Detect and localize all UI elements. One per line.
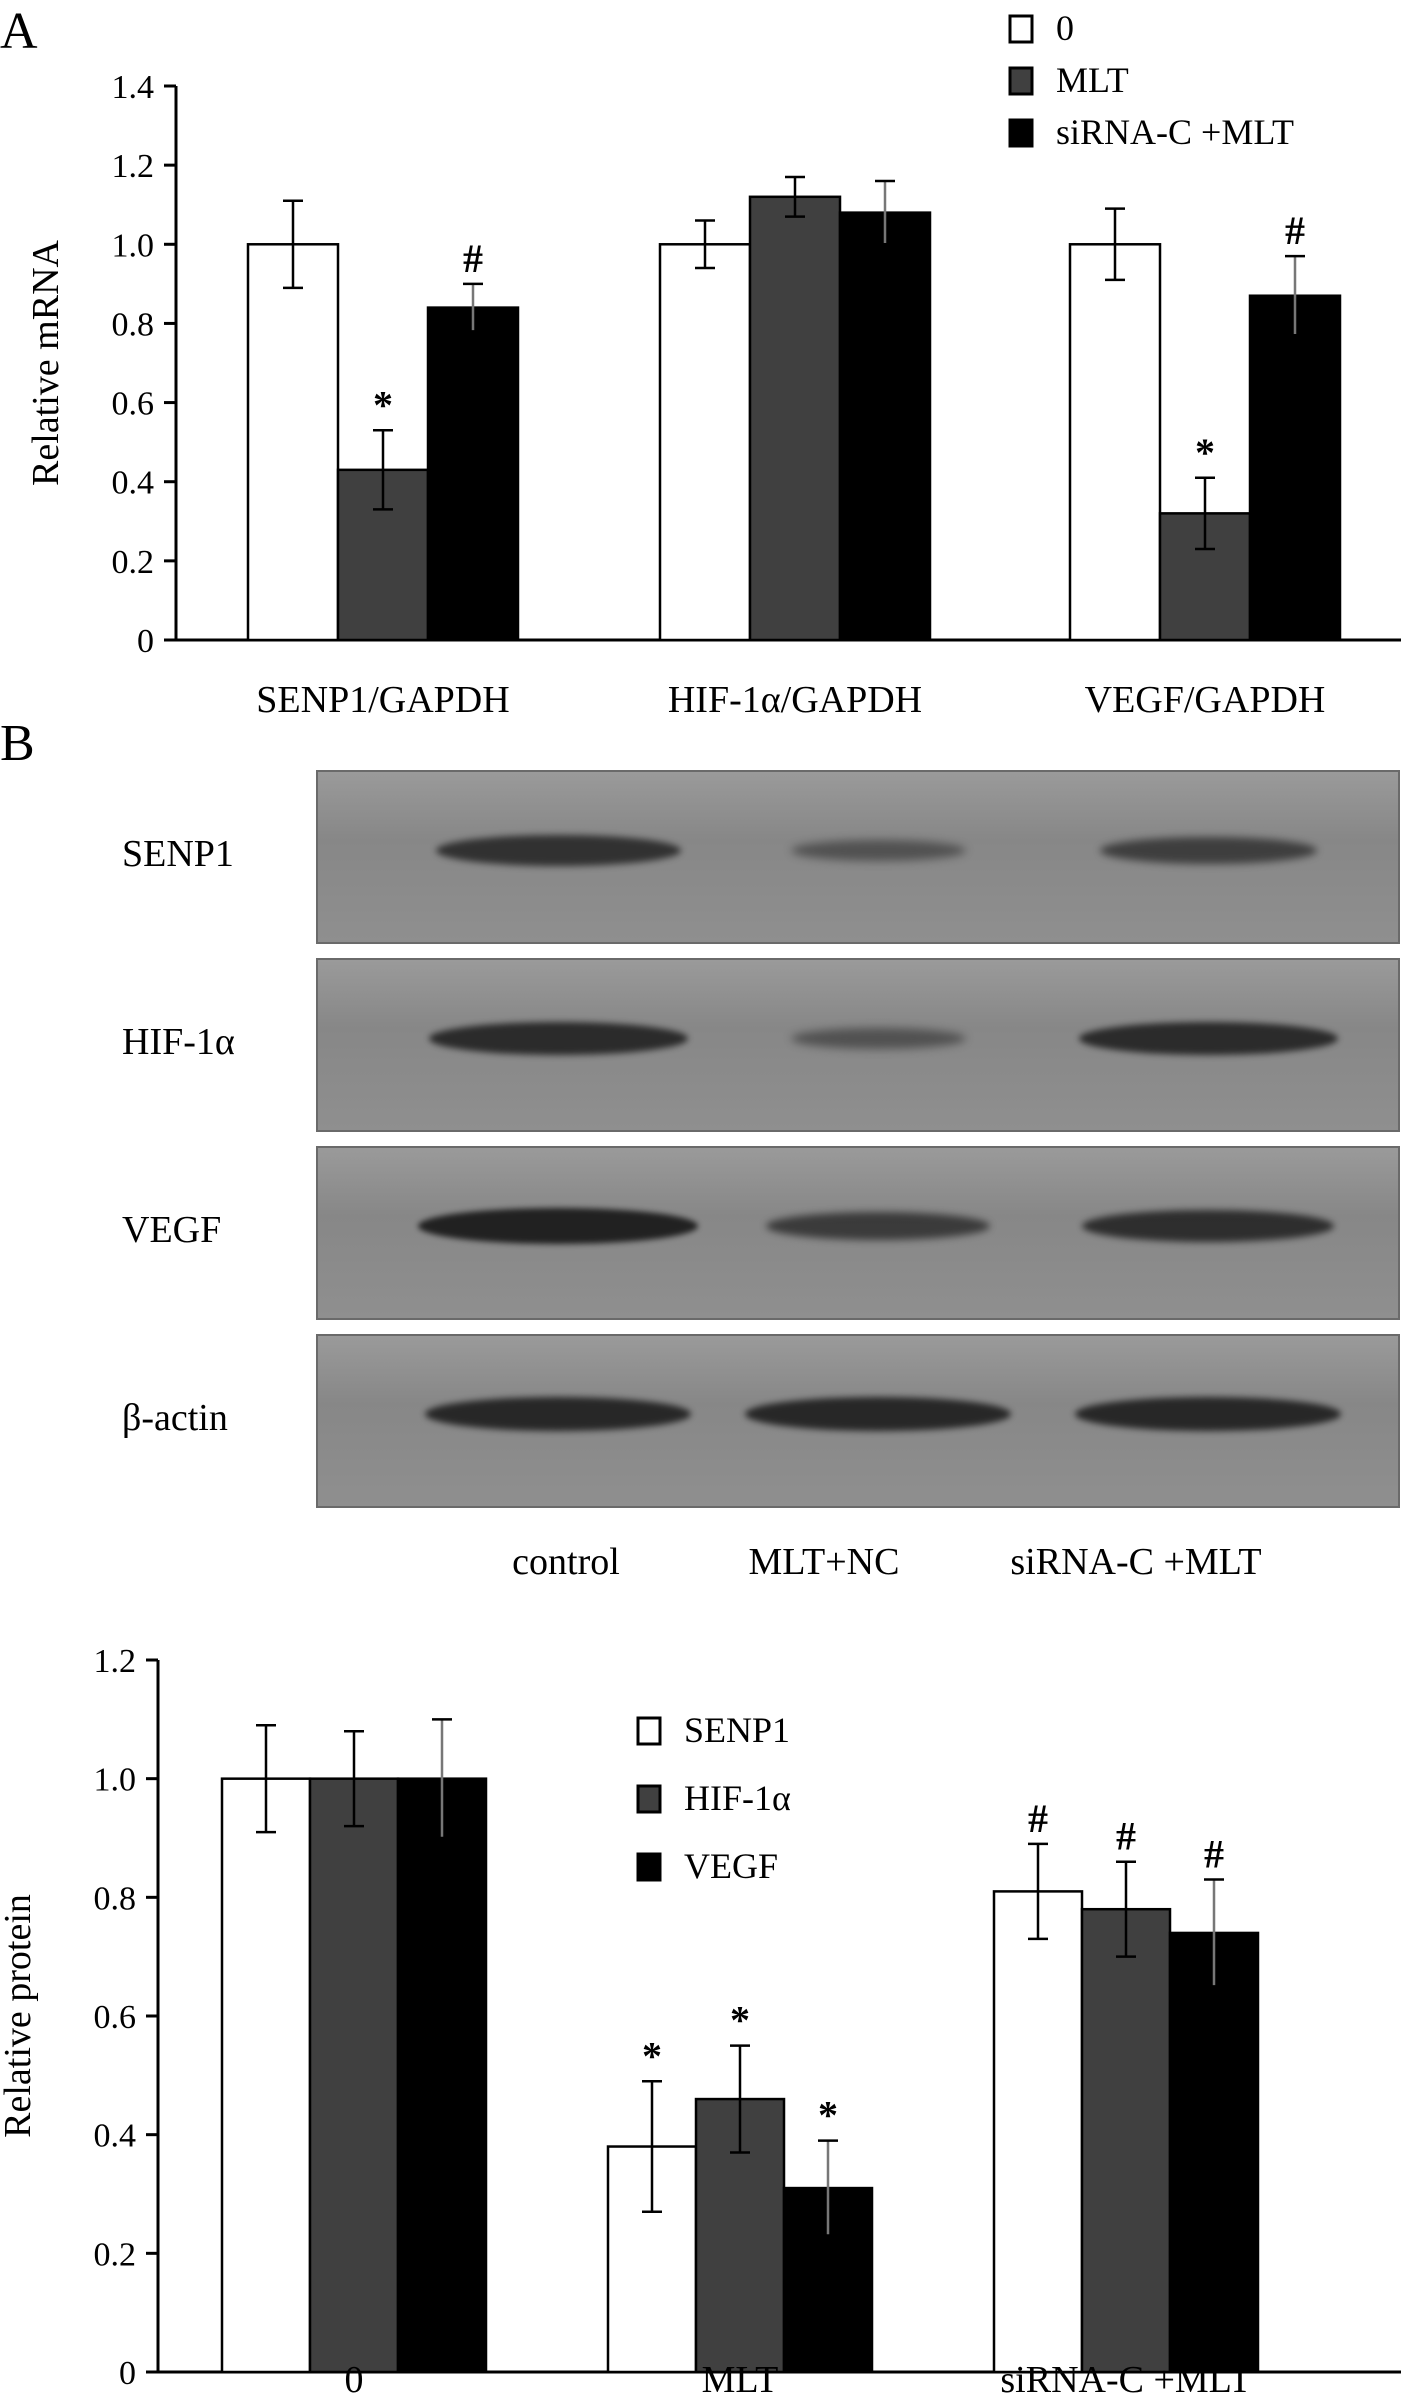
significance-mark: * xyxy=(730,1998,750,2043)
legend-label: MLT xyxy=(1056,60,1129,100)
x-category-label: MLT xyxy=(702,2359,779,2394)
legend-swatch xyxy=(1008,14,1034,44)
significance-mark: * xyxy=(1195,430,1215,475)
significance-mark: * xyxy=(373,382,393,427)
x-category-label: 0 xyxy=(345,2359,364,2394)
blot-row-label: VEGF xyxy=(122,1209,222,1251)
protein-band xyxy=(435,834,681,866)
legend-label: 0 xyxy=(1056,8,1074,48)
y-axis-label: Relative protein xyxy=(0,1894,39,2138)
legend-swatch xyxy=(636,1852,662,1882)
protein-band xyxy=(766,1212,990,1240)
y-tick-label: 0.4 xyxy=(94,2118,137,2155)
significance-mark: # xyxy=(1204,1832,1224,1877)
blot-strip xyxy=(316,1146,1400,1320)
significance-mark: # xyxy=(1285,208,1305,253)
blot-strip xyxy=(316,770,1400,944)
y-tick-label: 0 xyxy=(137,623,154,660)
bar xyxy=(426,306,520,642)
x-category-label: VEGF/GAPDH xyxy=(1085,679,1326,721)
bar xyxy=(1068,243,1162,642)
protein-band xyxy=(418,1208,698,1244)
blot-strip xyxy=(316,958,1400,1132)
legend-swatch xyxy=(1008,118,1034,148)
significance-mark: * xyxy=(818,2093,838,2138)
bar xyxy=(220,1777,312,2374)
bar xyxy=(992,1890,1084,2374)
legend-swatch xyxy=(1008,66,1034,96)
significance-mark: # xyxy=(1116,1814,1136,1859)
protein-chart: 0 0.2 0.4 0.6 0.8 1.0 1.2 Relative protein 0 * * * M… xyxy=(0,1643,1401,2394)
panel-a-letter: A xyxy=(0,3,38,60)
protein-band xyxy=(745,1397,1011,1431)
mrna-chart: 0 0.2 0.4 0.6 0.8 1.0 1.2 1.4 Relative mRNA * # SEN… xyxy=(25,8,1401,721)
bar xyxy=(748,195,842,642)
y-tick-label: 1.0 xyxy=(112,227,155,264)
legend-label: siRNA-C +MLT xyxy=(1056,112,1294,152)
bar xyxy=(1168,1931,1260,2374)
y-tick-label: 0.6 xyxy=(94,1999,137,2036)
protein-band xyxy=(1075,1397,1341,1431)
protein-band xyxy=(428,1021,688,1055)
bar xyxy=(246,243,340,642)
y-axis-label: Relative mRNA xyxy=(25,239,67,485)
x-category-label: siRNA-C +MLT xyxy=(1000,2359,1251,2394)
significance-mark: # xyxy=(463,236,483,281)
bar xyxy=(838,211,932,642)
legend-swatch xyxy=(636,1716,662,1746)
bar xyxy=(658,243,752,642)
legend-label: VEGF xyxy=(684,1846,778,1886)
legend-label: HIF-1α xyxy=(684,1778,791,1818)
y-tick-label: 1.4 xyxy=(112,69,155,106)
y-tick-label: 0.2 xyxy=(94,2236,137,2273)
significance-mark: # xyxy=(1028,1796,1048,1841)
blot-row-label: β-actin xyxy=(122,1397,228,1439)
x-category-label: HIF-1α/GAPDH xyxy=(668,679,922,721)
legend-swatch xyxy=(636,1784,662,1814)
protein-band xyxy=(790,1027,966,1049)
significance-mark: * xyxy=(642,2033,662,2078)
y-tick-label: 0.2 xyxy=(112,544,155,581)
y-tick-label: 0.6 xyxy=(112,386,155,423)
bar xyxy=(308,1777,400,2374)
bar xyxy=(396,1777,488,2374)
blot-lane-label: MLT+NC xyxy=(748,1541,900,1583)
y-tick-label: 1.0 xyxy=(94,1762,137,1799)
blot-row-label: HIF-1α xyxy=(122,1021,235,1063)
protein-band xyxy=(790,839,966,861)
blot-lane-label: control xyxy=(512,1541,620,1583)
legend-label: SENP1 xyxy=(684,1710,790,1750)
bar xyxy=(336,468,430,642)
y-tick-label: 0 xyxy=(119,2355,136,2392)
y-tick-label: 0.8 xyxy=(94,1880,137,1917)
protein-band xyxy=(1099,836,1317,864)
protein-band xyxy=(425,1397,691,1431)
panel-b-letter: B xyxy=(0,715,35,772)
y-tick-label: 0.4 xyxy=(112,465,155,502)
x-category-label: SENP1/GAPDH xyxy=(256,679,509,721)
blot-row-label: SENP1 xyxy=(122,833,234,875)
blot-strip xyxy=(316,1334,1400,1508)
bar xyxy=(1248,294,1342,642)
bar xyxy=(1080,1907,1172,2374)
y-tick-label: 1.2 xyxy=(94,1643,137,1680)
blot-lane-label: siRNA-C +MLT xyxy=(1010,1541,1262,1583)
y-tick-label: 0.8 xyxy=(112,306,155,343)
protein-band xyxy=(1082,1210,1334,1242)
y-tick-label: 1.2 xyxy=(112,148,155,185)
protein-band xyxy=(1078,1021,1338,1055)
